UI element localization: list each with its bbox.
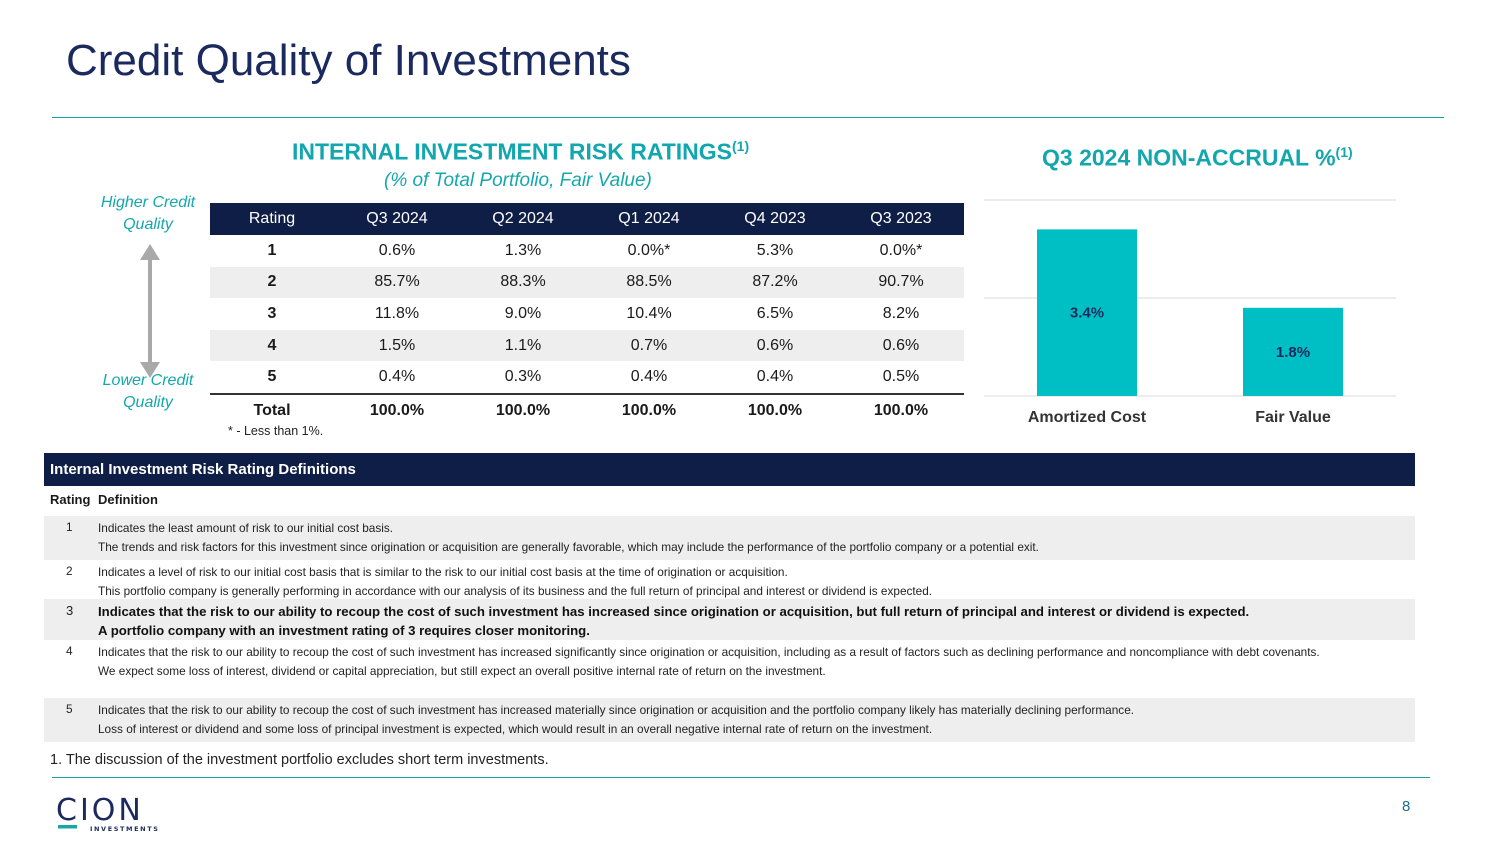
definition-line: Indicates a level of risk to our initial… [98,563,1407,582]
rating-column-head: Rating [50,492,90,507]
logo-wordmark: CION [56,793,144,828]
double-arrow-icon [136,244,164,378]
non-accrual-chart-title: Q3 2024 NON-ACCRUAL %(1) [1042,144,1353,172]
total-cell: 100.0% [460,394,586,427]
definition-text: Indicates that the risk to our ability t… [98,701,1407,739]
definition-line: Indicates that the risk to our ability t… [98,701,1407,720]
value-cell: 87.2% [712,267,838,299]
value-cell: 11.8% [334,298,460,330]
risk-ratings-subtitle: (% of Total Portfolio, Fair Value) [384,170,652,192]
definition-number: 1 [66,520,73,534]
rating-cell: 3 [210,298,334,330]
value-cell: 0.6% [838,330,964,362]
value-cell: 90.7% [838,267,964,299]
table-total-row: Total 100.0% 100.0% 100.0% 100.0% 100.0% [210,394,964,427]
column-header: Q1 2024 [586,203,712,235]
total-cell: 100.0% [712,394,838,427]
total-cell: 100.0% [334,394,460,427]
value-cell: 10.4% [586,298,712,330]
value-cell: 8.2% [838,298,964,330]
category-label: Amortized Cost [1028,409,1147,426]
table-row: 2 85.7% 88.3% 88.5% 87.2% 90.7% [210,267,964,299]
page-title: Credit Quality of Investments [66,36,631,86]
definition-line: Indicates that the risk to our ability t… [98,602,1407,621]
total-cell: 100.0% [586,394,712,427]
column-header: Q3 2024 [334,203,460,235]
page-number: 8 [1402,798,1410,815]
footer-divider [52,777,1430,778]
definition-line: Loss of interest or dividend and some lo… [98,720,1407,739]
value-cell: 0.0%* [838,235,964,267]
definition-text: Indicates that the risk to our ability t… [98,643,1407,681]
value-cell: 0.7% [586,330,712,362]
value-cell: 0.4% [586,361,712,394]
definition-line: We expect some loss of interest, dividen… [98,662,1407,681]
value-cell: 0.6% [334,235,460,267]
column-header: Rating [210,203,334,235]
footnote: 1. The discussion of the investment port… [50,752,549,768]
rating-cell: 5 [210,361,334,394]
definition-row-3: 3 Indicates that the risk to our ability… [44,599,1415,640]
value-cell: 5.3% [712,235,838,267]
value-cell: 1.1% [460,330,586,362]
definition-line: A portfolio company with an investment r… [98,621,1407,640]
definitions-header: Internal Investment Risk Rating Definiti… [44,453,1415,486]
value-cell: 0.3% [460,361,586,394]
non-accrual-bar-chart: 3.4% Amortized Cost 1.8% Fair Value [980,190,1400,435]
value-cell: 85.7% [334,267,460,299]
cion-logo: CION INVESTMENTS [56,793,160,835]
rating-cell: 1 [210,235,334,267]
less-than-note: * - Less than 1%. [228,424,323,438]
table-row: 3 11.8% 9.0% 10.4% 6.5% 8.2% [210,298,964,330]
value-cell: 1.3% [460,235,586,267]
column-header: Q3 2023 [838,203,964,235]
logo-accent-bar [58,825,77,829]
definition-row-4: 4 Indicates that the risk to our ability… [44,640,1415,698]
definition-line: Indicates that the risk to our ability t… [98,643,1407,662]
risk-ratings-table: Rating Q3 2024 Q2 2024 Q1 2024 Q4 2023 Q… [210,203,964,427]
table-row: 1 0.6% 1.3% 0.0%* 5.3% 0.0%* [210,235,964,267]
value-cell: 9.0% [460,298,586,330]
bar-value-label: 3.4% [1070,305,1104,322]
table-header-row: Rating Q3 2024 Q2 2024 Q1 2024 Q4 2023 Q… [210,203,964,235]
table-row: 5 0.4% 0.3% 0.4% 0.4% 0.5% [210,361,964,394]
value-cell: 0.5% [838,361,964,394]
column-header: Q2 2024 [460,203,586,235]
definition-row-2: 2 Indicates a level of risk to our initi… [44,560,1415,599]
value-cell: 0.0%* [586,235,712,267]
definition-line: Indicates the least amount of risk to ou… [98,519,1407,538]
rating-cell: 2 [210,267,334,299]
total-cell: 100.0% [838,394,964,427]
risk-ratings-title: INTERNAL INVESTMENT RISK RATINGS(1) [292,138,749,166]
higher-credit-quality-label: Higher Credit Quality [88,192,208,236]
definition-row-5: 5 Indicates that the risk to our ability… [44,698,1415,742]
definition-text: Indicates the least amount of risk to ou… [98,519,1407,557]
definition-row-1: 1 Indicates the least amount of risk to … [44,516,1415,560]
value-cell: 0.4% [334,361,460,394]
value-cell: 88.5% [586,267,712,299]
definition-number: 2 [66,564,73,578]
definition-number: 3 [66,603,73,618]
value-cell: 0.4% [712,361,838,394]
value-cell: 1.5% [334,330,460,362]
definition-number: 5 [66,702,73,716]
definition-text: Indicates that the risk to our ability t… [98,602,1407,640]
bar-value-label: 1.8% [1276,344,1310,361]
category-label: Fair Value [1255,409,1331,426]
definitions-column-heads: Rating Definition [44,492,1415,510]
table-row: 4 1.5% 1.1% 0.7% 0.6% 0.6% [210,330,964,362]
logo-subtitle: INVESTMENTS [90,825,160,833]
title-divider [52,117,1444,118]
definition-column-head: Definition [98,492,158,507]
definition-text: Indicates a level of risk to our initial… [98,563,1407,601]
value-cell: 0.6% [712,330,838,362]
column-header: Q4 2023 [712,203,838,235]
total-label-cell: Total [210,394,334,427]
rating-cell: 4 [210,330,334,362]
value-cell: 88.3% [460,267,586,299]
definition-number: 4 [66,644,73,658]
definition-line: The trends and risk factors for this inv… [98,538,1407,557]
value-cell: 6.5% [712,298,838,330]
